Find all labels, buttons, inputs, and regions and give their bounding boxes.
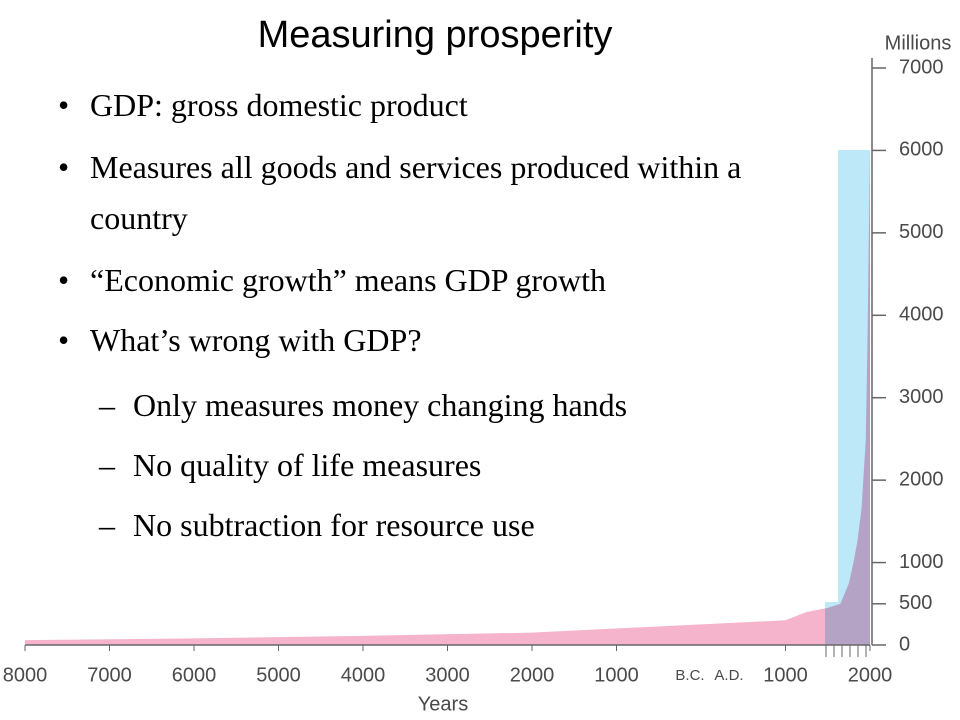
x-tick-label: 3000: [425, 664, 470, 686]
x-tick-label: 6000: [172, 664, 217, 686]
bullet: GDP: gross domestic product: [58, 80, 815, 131]
x-tick-label: 4000: [341, 664, 386, 686]
x-tick-label: 2000: [510, 664, 555, 686]
slide-title: Measuring prosperity: [75, 0, 795, 66]
y-axis-label: Millions: [885, 32, 952, 54]
x-tick-label: 8000: [3, 664, 48, 686]
y-tick-label: 2000: [899, 468, 944, 490]
y-tick-label: 500: [899, 592, 932, 614]
x-tick-label: 2000: [848, 664, 893, 686]
y-tick-label: 6000: [899, 139, 944, 161]
era-label: A.D.: [714, 667, 743, 684]
bullet: Measures all goods and services produced…: [58, 142, 815, 244]
x-tick-label: 7000: [87, 664, 132, 686]
x-axis-label: Years: [418, 693, 468, 715]
x-tick-label: 1000: [763, 664, 808, 686]
sub-bullet: No subtraction for resource use: [99, 500, 823, 551]
sub-bullet: No quality of life measures: [99, 440, 823, 491]
era-label: B.C.: [675, 667, 704, 684]
y-tick-label: 4000: [899, 304, 944, 326]
y-tick-label: 0: [899, 633, 910, 655]
bullet: “Economic growth” means GDP growth: [58, 255, 815, 306]
x-tick-label: 1000: [594, 664, 639, 686]
x-tick-label: 5000: [256, 664, 301, 686]
y-tick-label: 5000: [899, 221, 944, 243]
bullet: What’s wrong with GDP?: [58, 315, 815, 366]
sub-bullet: Only measures money changing hands: [99, 380, 823, 431]
y-tick-label: 1000: [899, 551, 944, 573]
y-tick-label: 7000: [899, 56, 944, 78]
y-tick-label: 3000: [899, 386, 944, 408]
